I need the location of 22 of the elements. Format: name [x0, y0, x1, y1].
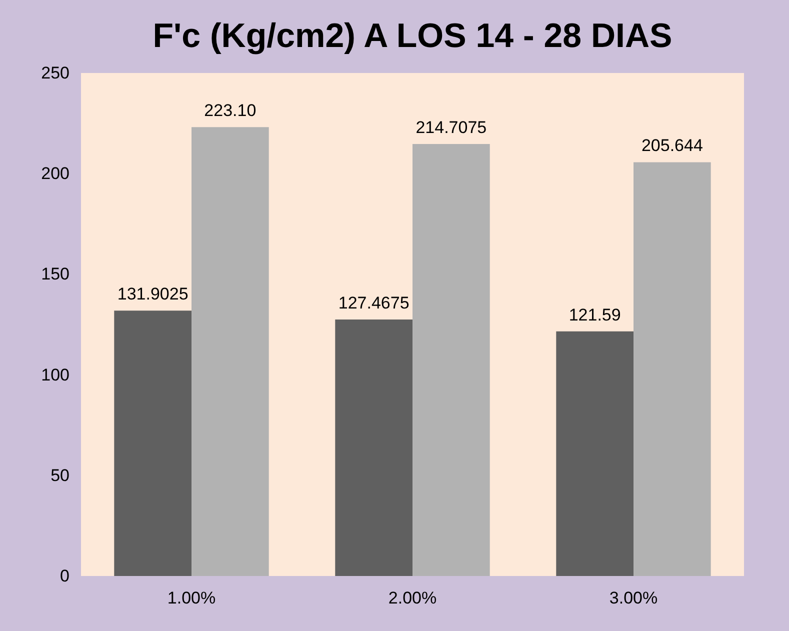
- bar: [412, 144, 490, 576]
- y-tick-label: 250: [41, 64, 70, 82]
- data-label: 214.7075: [416, 118, 487, 138]
- data-label: 205.644: [641, 136, 703, 156]
- bar: [634, 162, 711, 576]
- x-tick-label: 1.00%: [167, 588, 216, 608]
- y-tick-label: 200: [41, 164, 70, 184]
- x-tick-label: 2.00%: [388, 588, 437, 608]
- y-tick-label: 150: [41, 264, 70, 284]
- bar: [114, 310, 192, 576]
- x-tick-label: 3.00%: [609, 588, 658, 608]
- y-tick-label: 50: [50, 466, 70, 485]
- data-label: 121.59: [568, 305, 621, 324]
- bar: [192, 127, 269, 576]
- bar: [556, 331, 634, 576]
- data-label: 223.10: [204, 101, 256, 120]
- chart-title: F'c (Kg/cm2) A LOS 14 - 28 DIAS: [152, 17, 672, 55]
- bar: [335, 320, 412, 576]
- data-label: 127.4675: [338, 294, 410, 313]
- y-tick-label: 100: [41, 365, 70, 384]
- y-tick-label: 0: [60, 566, 70, 586]
- data-label: 131.9025: [117, 284, 188, 304]
